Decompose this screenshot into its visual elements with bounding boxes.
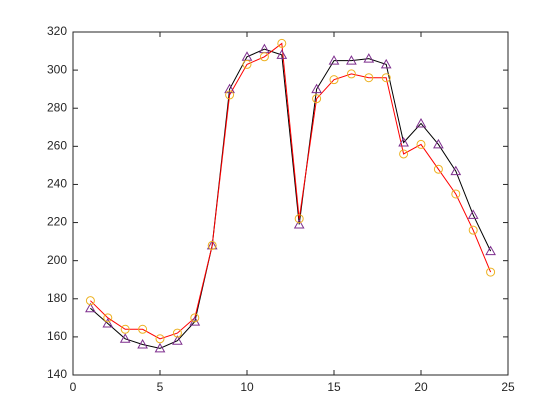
triangle-marker — [467, 209, 479, 219]
circle-marker — [190, 313, 200, 323]
triangle-marker — [380, 58, 392, 69]
triangle-marker — [85, 302, 96, 313]
y-tick-label: 160 — [47, 329, 67, 343]
y-tick-label: 180 — [47, 291, 67, 305]
triangle-marker — [346, 55, 357, 65]
circle-marker — [172, 328, 182, 338]
circle-marker — [433, 164, 443, 174]
circle-marker — [294, 214, 304, 224]
circle-marker — [259, 52, 269, 62]
circle-marker — [364, 73, 374, 83]
circle-marker — [451, 189, 461, 199]
y-tick-label: 300 — [47, 62, 67, 76]
triangle-marker — [206, 239, 218, 250]
triangle-marker — [172, 335, 183, 345]
y-tick-label: 200 — [47, 253, 67, 267]
y-tick-label: 260 — [47, 139, 67, 153]
triangle-marker — [398, 137, 409, 147]
circle-marker — [329, 75, 339, 85]
triangle-marker — [276, 49, 288, 59]
x-tick-label: 25 — [501, 380, 515, 394]
circle-marker — [468, 225, 478, 235]
y-tick-label: 220 — [47, 215, 67, 229]
y-tick-label: 320 — [47, 24, 67, 38]
circle-marker — [381, 73, 391, 83]
triangle-marker — [415, 117, 427, 128]
triangle-marker — [328, 55, 340, 65]
circle-marker — [155, 334, 165, 344]
circle-marker — [120, 324, 130, 334]
x-tick-label: 0 — [70, 380, 77, 394]
triangle-marker — [137, 338, 148, 349]
x-tick-label: 15 — [327, 380, 341, 394]
y-tick-label: 280 — [47, 100, 67, 114]
y-tick-label: 240 — [47, 177, 67, 191]
triangle-marker — [119, 333, 131, 343]
triangle-marker — [154, 342, 166, 353]
circle-marker — [242, 59, 252, 69]
plot-area — [72, 31, 509, 376]
circle-marker — [346, 69, 356, 79]
triangle-marker — [224, 83, 235, 94]
x-tick-label: 20 — [414, 380, 428, 394]
triangle-marker — [293, 218, 305, 229]
circle-marker — [207, 240, 217, 250]
circle-marker — [399, 149, 409, 159]
circle-marker — [103, 313, 113, 323]
x-tick-label: 10 — [240, 380, 254, 394]
triangle-marker — [485, 245, 496, 256]
triangle-marker — [450, 165, 462, 176]
circle-marker — [312, 94, 322, 104]
triangle-marker — [363, 53, 375, 63]
series-line — [90, 42, 492, 340]
circle-marker — [416, 139, 426, 149]
triangle-marker — [311, 83, 322, 94]
circle-marker — [138, 324, 148, 334]
circle-marker — [277, 38, 287, 48]
y-tick-label: 140 — [47, 367, 67, 381]
circle-marker — [486, 267, 496, 277]
circle-marker — [85, 296, 95, 306]
triangle-marker — [433, 138, 444, 149]
x-tick-label: 5 — [157, 380, 164, 394]
circle-marker — [225, 90, 235, 100]
triangle-marker — [102, 318, 114, 328]
